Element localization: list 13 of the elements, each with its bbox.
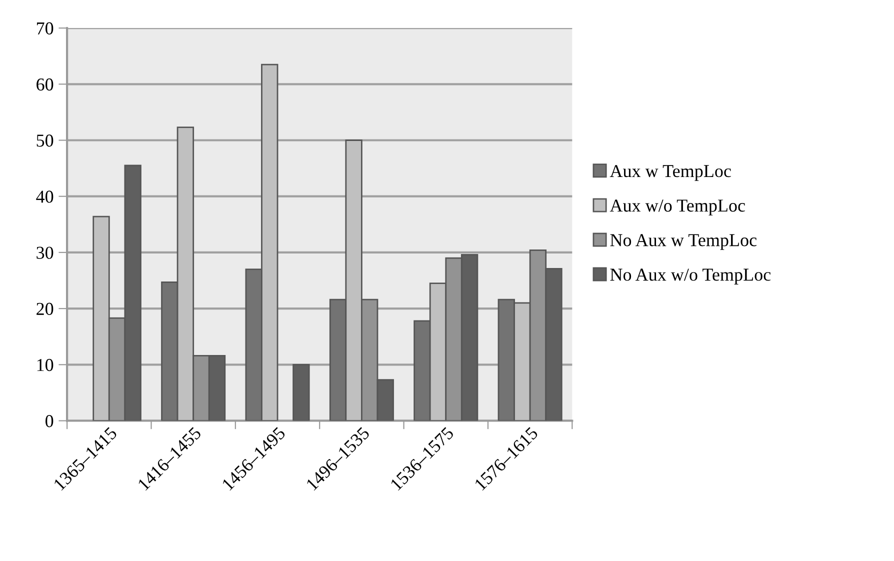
bar [292, 364, 310, 421]
y-tick-label: 60 [36, 78, 54, 91]
legend-label: No Aux w TempLoc [610, 234, 757, 250]
legend-label: No Aux w/o TempLoc [610, 268, 771, 284]
y-tick-label: 10 [37, 358, 54, 372]
y-tick-label: 20 [36, 302, 54, 315]
y-tick-label: 70 [36, 22, 54, 34]
legend-label: Aux w TempLoc [610, 165, 731, 181]
y-tick-label: 50 [36, 134, 54, 147]
legend-label: Aux w/o TempLoc [610, 200, 745, 216]
y-tick-label: 30 [36, 246, 54, 259]
y-tick-label: 0 [46, 415, 54, 428]
y-tick-label: 40 [36, 190, 54, 203]
